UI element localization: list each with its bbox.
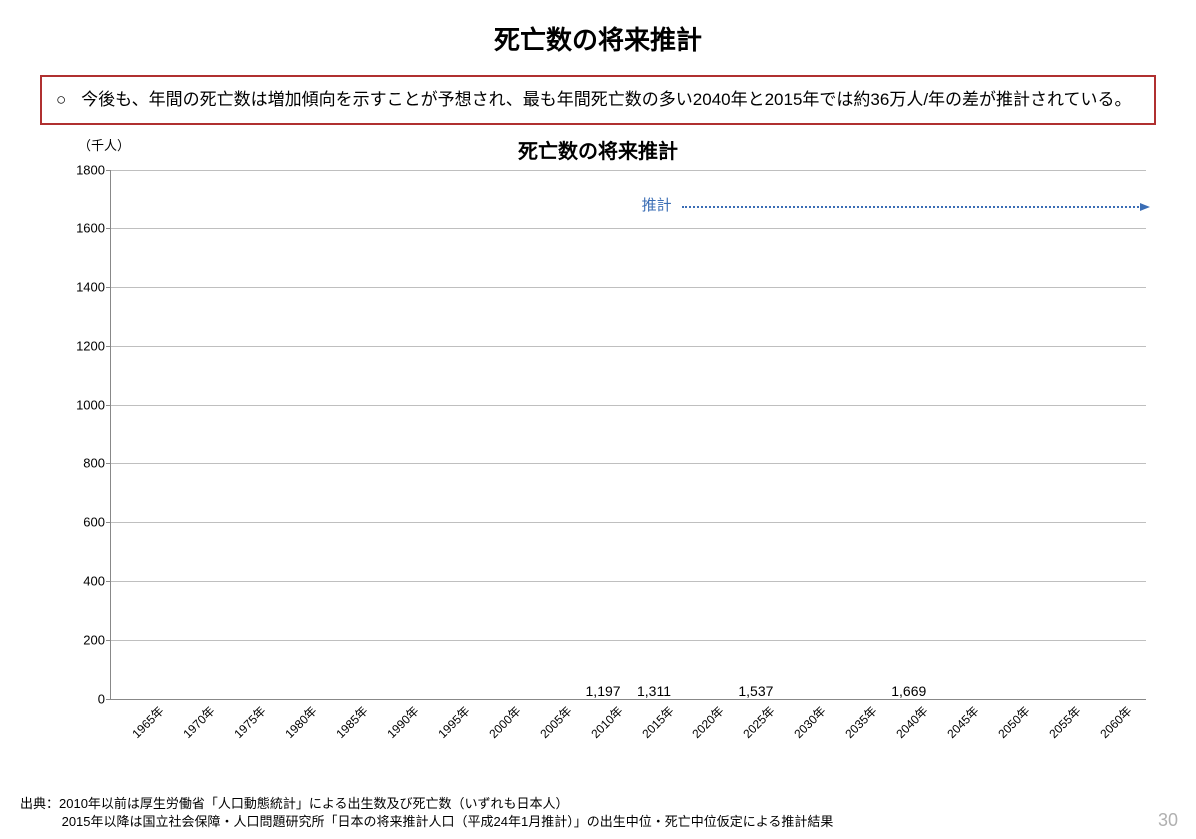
projection-annotation: 推計 [642, 194, 672, 215]
projection-arrow-icon [682, 206, 1142, 208]
x-tick-label: 2035年 [833, 693, 885, 745]
x-tick-label: 1970年 [170, 693, 222, 745]
x-tick-label: 1995年 [425, 693, 477, 745]
y-tick-label: 400 [61, 573, 105, 588]
x-tick-label: 1980年 [272, 693, 324, 745]
chart-plot-area: 0200400600800100012001400160018001,1971,… [110, 170, 1146, 700]
y-tick-label: 0 [61, 691, 105, 706]
x-tick-label: 2005年 [527, 693, 579, 745]
y-tick-label: 1400 [61, 280, 105, 295]
chart-container: （千人） 死亡数の将来推計 02004006008001000120014001… [40, 135, 1156, 700]
y-tick-label: 200 [61, 632, 105, 647]
x-tick-label: 2045年 [935, 693, 987, 745]
x-tick-label: 2050年 [986, 693, 1038, 745]
y-tick-label: 1200 [61, 338, 105, 353]
source-line-1: 出典：2010年以前は厚生労働省「人口動態統計」による出生数及び死亡数（いずれも… [20, 795, 833, 813]
source-line-2: 2015年以降は国立社会保障・人口問題研究所「日本の将来推計人口（平成24年1月… [20, 813, 833, 831]
chart-title: 死亡数の将来推計 [40, 135, 1156, 164]
x-tick-label: 2000年 [476, 693, 528, 745]
x-tick-label: 1985年 [323, 693, 375, 745]
x-labels-group: 1965年1970年1975年1980年1985年1990年1995年2000年… [111, 699, 1146, 722]
x-tick-label: 1965年 [119, 693, 171, 745]
page-title: 死亡数の将来推計 [0, 0, 1196, 57]
y-tick-label: 1800 [61, 162, 105, 177]
bars-group: 1,1971,3111,5371,669 [111, 170, 1146, 699]
y-tick-label: 800 [61, 456, 105, 471]
x-tick-label: 1990年 [374, 693, 426, 745]
x-tick-label: 2020年 [680, 693, 732, 745]
x-tick-label: 2060年 [1088, 693, 1140, 745]
summary-box: ○ 今後も、年間の死亡数は増加傾向を示すことが予想され、最も年間死亡数の多い20… [40, 75, 1156, 125]
source-citation: 出典：2010年以前は厚生労働省「人口動態統計」による出生数及び死亡数（いずれも… [20, 795, 833, 831]
y-tick-label: 600 [61, 515, 105, 530]
summary-text: 今後も、年間の死亡数は増加傾向を示すことが予想され、最も年間死亡数の多い2040… [81, 90, 1131, 109]
x-tick-label: 2010年 [578, 693, 630, 745]
y-tick-label: 1000 [61, 397, 105, 412]
x-tick-label: 2040年 [884, 693, 936, 745]
y-tick-label: 1600 [61, 221, 105, 236]
x-tick-label: 2015年 [629, 693, 681, 745]
bullet-circle: ○ [56, 87, 76, 113]
x-tick-label: 2030年 [782, 693, 834, 745]
x-tick-label: 2025年 [731, 693, 783, 745]
x-tick-label: 1975年 [221, 693, 273, 745]
x-tick-label: 2055年 [1037, 693, 1089, 745]
y-axis-unit: （千人） [78, 135, 130, 154]
page-number: 30 [1158, 810, 1178, 831]
